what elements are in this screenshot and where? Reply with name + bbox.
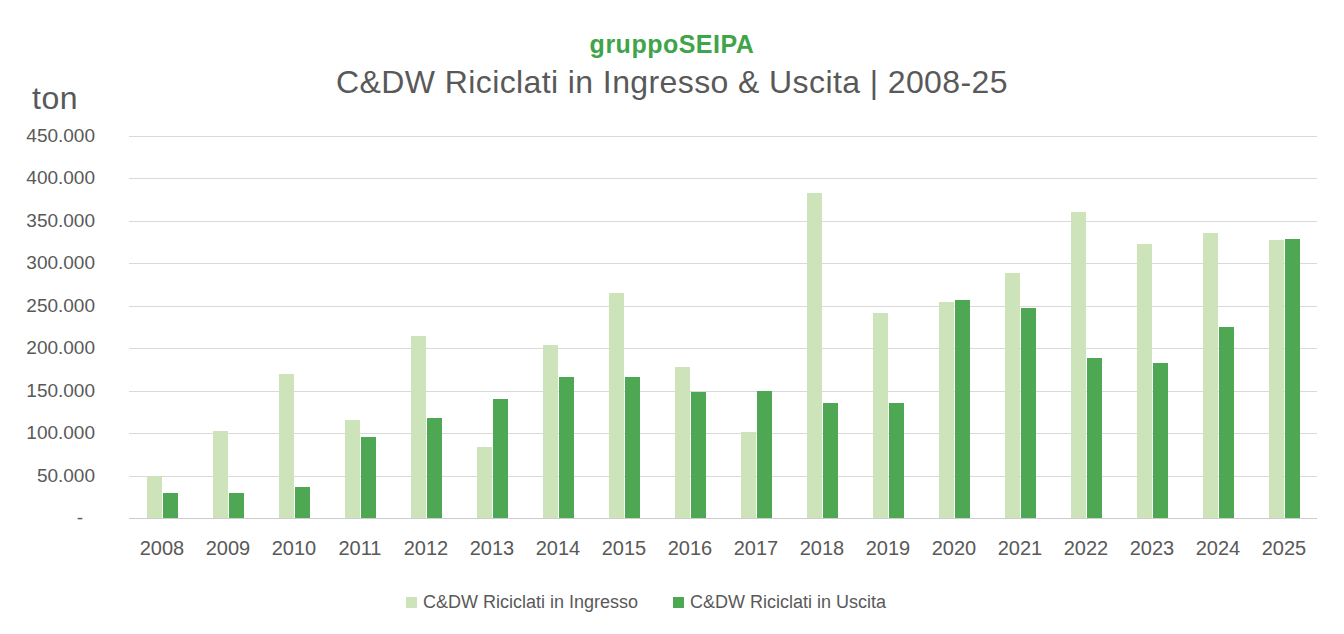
x-tick-label-2010: 2010 [261, 536, 327, 560]
x-tick-label-2022: 2022 [1053, 536, 1119, 560]
x-tick-label-2016: 2016 [657, 536, 723, 560]
x-tick-label-2025: 2025 [1251, 536, 1317, 560]
brand-title: gruppoSEIPA [0, 30, 1344, 59]
x-tick-label-2024: 2024 [1185, 536, 1251, 560]
bar-ingresso-2010 [279, 374, 294, 518]
legend-item-uscita: C&DW Riciclati in Uscita [673, 590, 886, 614]
chart-title: C&DW Riciclati in Ingresso & Uscita | 20… [0, 64, 1344, 101]
bar-ingresso-2019 [873, 313, 888, 518]
legend-item-ingresso: C&DW Riciclati in Ingresso [406, 590, 638, 614]
bar-uscita-2010 [295, 487, 310, 518]
bar-uscita-2008 [163, 493, 178, 519]
bar-ingresso-2017 [741, 432, 756, 518]
bar-uscita-2014 [559, 377, 574, 518]
bar-ingresso-2013 [477, 447, 492, 518]
bar-uscita-2013 [493, 399, 508, 518]
bar-uscita-2022 [1087, 358, 1102, 518]
bar-uscita-2025 [1285, 239, 1300, 518]
bar-ingresso-2018 [807, 193, 822, 518]
x-tick-label-2020: 2020 [921, 536, 987, 560]
bar-uscita-2020 [955, 300, 970, 518]
bar-uscita-2024 [1219, 327, 1234, 518]
x-tick-label-2021: 2021 [987, 536, 1053, 560]
bar-ingresso-2015 [609, 293, 624, 518]
bar-uscita-2018 [823, 403, 838, 518]
x-tick-label-2011: 2011 [327, 536, 393, 560]
legend-label: C&DW Riciclati in Uscita [690, 590, 886, 614]
y-tick-label: 150.000 [0, 380, 95, 402]
y-tick-label: 350.000 [0, 210, 95, 232]
y-tick-label: 450.000 [0, 125, 95, 147]
x-tick-label-2018: 2018 [789, 536, 855, 560]
y-tick-label: 200.000 [0, 337, 95, 359]
bar-ingresso-2024 [1203, 233, 1218, 518]
y-axis-unit-label: ton [32, 80, 78, 117]
legend: C&DW Riciclati in Ingresso C&DW Riciclati… [0, 590, 1292, 614]
x-tick-label-2012: 2012 [393, 536, 459, 560]
bar-ingresso-2021 [1005, 273, 1020, 518]
x-tick-label-2008: 2008 [129, 536, 195, 560]
bar-ingresso-2023 [1137, 244, 1152, 518]
bar-ingresso-2012 [411, 336, 426, 519]
y-tick-label: 400.000 [0, 167, 95, 189]
gridline [129, 136, 1317, 137]
x-tick-label-2017: 2017 [723, 536, 789, 560]
x-tick-label-2009: 2009 [195, 536, 261, 560]
bar-ingresso-2025 [1269, 240, 1284, 518]
x-tick-label-2015: 2015 [591, 536, 657, 560]
x-tick-label-2023: 2023 [1119, 536, 1185, 560]
bar-uscita-2012 [427, 418, 442, 518]
bar-uscita-2016 [691, 392, 706, 518]
legend-label: C&DW Riciclati in Ingresso [423, 590, 638, 614]
bar-uscita-2021 [1021, 308, 1036, 519]
bar-ingresso-2011 [345, 420, 360, 519]
y-tick-label: 300.000 [0, 252, 95, 274]
bar-uscita-2023 [1153, 363, 1168, 518]
y-tick-label: - [0, 507, 83, 529]
bar-ingresso-2016 [675, 367, 690, 518]
x-tick-label-2019: 2019 [855, 536, 921, 560]
legend-swatch-icon [673, 597, 684, 608]
bar-ingresso-2008 [147, 476, 162, 518]
legend-swatch-icon [406, 597, 417, 608]
x-tick-label-2014: 2014 [525, 536, 591, 560]
bar-ingresso-2009 [213, 431, 228, 518]
y-tick-label: 50.000 [0, 465, 95, 487]
bar-ingresso-2022 [1071, 212, 1086, 518]
bar-uscita-2019 [889, 403, 904, 518]
y-tick-label: 100.000 [0, 422, 95, 444]
x-axis-line [129, 518, 1317, 519]
bar-ingresso-2020 [939, 302, 954, 518]
bar-ingresso-2014 [543, 345, 558, 518]
bar-uscita-2015 [625, 377, 640, 518]
bar-uscita-2009 [229, 493, 244, 518]
gridline [129, 178, 1317, 179]
bar-uscita-2017 [757, 391, 772, 518]
gridline [129, 221, 1317, 222]
y-tick-label: 250.000 [0, 295, 95, 317]
bar-uscita-2011 [361, 437, 376, 519]
x-tick-label-2013: 2013 [459, 536, 525, 560]
